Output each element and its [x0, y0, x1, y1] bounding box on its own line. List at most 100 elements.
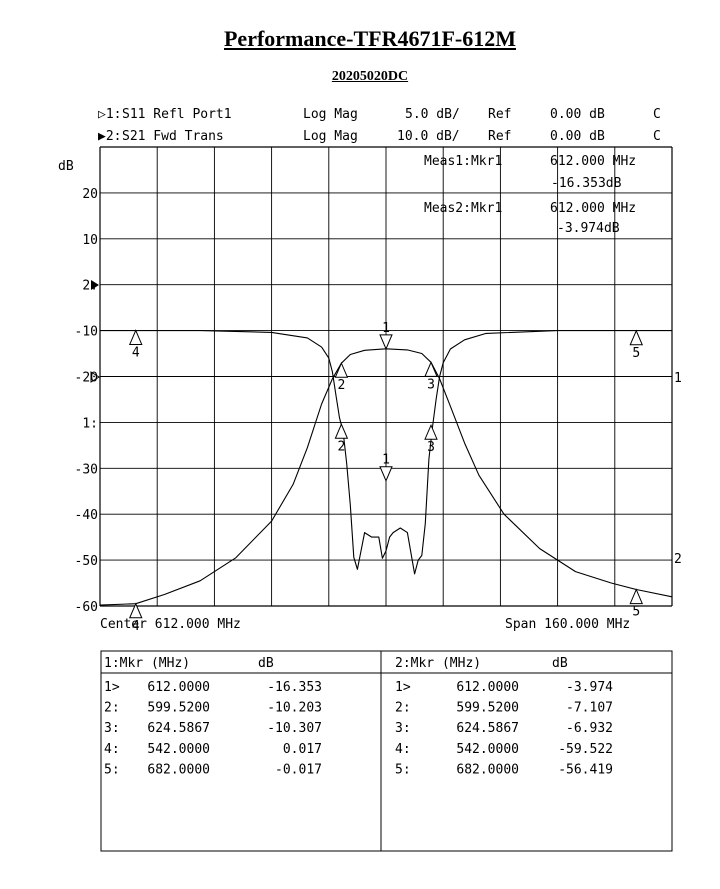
trace-2-end-label: 2: [674, 552, 682, 567]
marker-1-trace-1: 1: [379, 453, 393, 482]
channel-1-desc: S11 Refl Port1: [122, 107, 232, 122]
marker-4-trace-1: 4: [128, 329, 143, 360]
right-table-header-freq: 2:Mkr (MHz): [395, 656, 481, 671]
marker-number: 5: [632, 605, 640, 620]
row-freq: 542.0000: [456, 742, 519, 757]
left-table-row: 5: 682.0000 -0.017: [104, 762, 322, 777]
plot-grid: [99, 146, 673, 607]
channel-2-desc: S21 Fwd Trans: [122, 129, 224, 144]
row-db: 0.017: [283, 742, 322, 757]
row-db: -10.307: [267, 721, 322, 736]
meas-2-value: -3.974dB: [557, 221, 620, 236]
meas-1-label: Meas1:Mkr1: [424, 154, 502, 169]
channel-2-scale: 10.0 dB/: [397, 129, 460, 144]
row-db: -7.107: [566, 701, 613, 716]
left-table-row: 3: 624.5867 -10.307: [104, 721, 322, 736]
row-marker: 5:: [104, 762, 120, 777]
left-table-row: 2: 599.5200 -10.203: [104, 701, 322, 716]
row-marker: 1>: [395, 680, 411, 695]
marker-table: 1:Mkr (MHz) dB 2:Mkr (MHz) dB 1> 612.0000…: [100, 650, 673, 852]
row-freq: 599.5200: [456, 701, 519, 716]
row-marker: 3:: [395, 721, 411, 736]
marker-2-trace-1: 2: [334, 422, 349, 454]
date-code: 20205020DC: [331, 69, 409, 84]
markers: 1 2 3 4 5 1 2 3 4 5: [128, 321, 644, 634]
y-unit-label: dB: [58, 159, 74, 174]
marker-3-trace-2: 3: [424, 361, 438, 392]
row-freq: 682.0000: [456, 762, 519, 777]
marker-2-trace-2: 2: [334, 361, 349, 393]
row-freq: 682.0000: [147, 762, 210, 777]
right-table-row: 5: 682.0000 -56.419: [395, 762, 613, 777]
marker-triangle: [128, 329, 143, 345]
marker-number: 4: [132, 345, 140, 360]
marker-number: 2: [337, 378, 345, 393]
row-db: -56.419: [558, 762, 613, 777]
marker-5-trace-1: 5: [629, 329, 644, 361]
channel-1-prefix: ▷1:: [98, 107, 121, 122]
meas-1-freq: 612.000 MHz: [550, 154, 636, 169]
row-freq: 624.5867: [147, 721, 210, 736]
marker-number: 5: [632, 346, 640, 361]
row-marker: 5:: [395, 762, 411, 777]
right-table-row: 1> 612.0000 -3.974: [395, 680, 613, 695]
trace-1-end-label: 1: [674, 371, 682, 386]
marker-table-frame: [100, 650, 673, 852]
row-marker: 4:: [104, 742, 120, 757]
channel-2-format: Log Mag: [303, 129, 358, 144]
marker-triangle: [334, 361, 349, 378]
left-table-header-freq: 1:Mkr (MHz): [104, 656, 190, 671]
marker-triangle: [629, 588, 644, 605]
row-freq: 612.0000: [147, 680, 210, 695]
row-db: -59.522: [558, 742, 613, 757]
row-marker: 4:: [395, 742, 411, 757]
channel-1-scale: 5.0 dB/: [405, 107, 460, 122]
channel-2-prefix: ▶2:: [98, 129, 121, 144]
marker-table-rows: 1> 612.0000 -16.353 2: 599.5200 -10.203 3: 624.…: [104, 680, 613, 777]
marker-4-trace-2: 4: [128, 602, 143, 634]
meas-2-readout: Meas2:Mkr1 612.000 MHz -3.974dB: [424, 201, 636, 236]
marker-triangle: [334, 422, 349, 439]
trace-1-line: [100, 330, 672, 575]
y-tick-label: -10: [75, 325, 98, 340]
meas-1-value: -16.353dB: [551, 176, 622, 191]
center-frequency: Center 612.000 MHz: [100, 617, 241, 632]
marker-triangle: [424, 361, 438, 377]
marker-1-trace-2: 1: [379, 321, 393, 351]
channel-1-ref-value: 0.00 dB: [550, 107, 605, 122]
marker-number: 3: [427, 377, 435, 392]
channel-1-format: Log Mag: [303, 107, 358, 122]
marker-triangle: [629, 329, 644, 346]
row-db: -3.974: [566, 680, 613, 695]
row-marker: 2:: [395, 701, 411, 716]
channel-1-header: ▷1: S11 Refl Port1 Log Mag 5.0 dB/ Ref 0…: [98, 107, 661, 122]
marker-3-trace-1: 3: [424, 423, 438, 455]
channel-1-ref-label: Ref: [488, 107, 511, 122]
right-table-row: 4: 542.0000 -59.522: [395, 742, 613, 757]
row-freq: 599.5200: [147, 701, 210, 716]
left-table-row: 1> 612.0000 -16.353: [104, 680, 322, 695]
marker-number: 4: [132, 619, 140, 634]
right-table-row: 2: 599.5200 -7.107: [395, 701, 613, 716]
row-freq: 624.5867: [456, 721, 519, 736]
y-tick-label: -20: [75, 371, 98, 386]
marker-number: 1: [382, 453, 390, 468]
y-tick-label: -30: [75, 462, 98, 477]
y-tick-label: 1:: [82, 416, 98, 431]
marker-number: 2: [337, 439, 345, 454]
channel-1-flag: C: [653, 107, 661, 122]
channel-2-header: ▶2: S21 Fwd Trans Log Mag 10.0 dB/ Ref 0…: [98, 129, 661, 144]
row-marker: 2:: [104, 701, 120, 716]
channel-1-ref-arrow: [90, 371, 100, 383]
right-table-header-db: dB: [552, 656, 568, 671]
meas-2-freq: 612.000 MHz: [550, 201, 636, 216]
right-table-row: 3: 624.5867 -6.932: [395, 721, 613, 736]
channel-2-ref-value: 0.00 dB: [550, 129, 605, 144]
marker-triangle: [128, 602, 143, 619]
span-frequency: Span 160.000 MHz: [505, 617, 630, 632]
meas-1-readout: Meas1:Mkr1 612.000 MHz -16.353dB: [424, 154, 636, 191]
left-table-header-db: dB: [258, 656, 274, 671]
row-marker: 3:: [104, 721, 120, 736]
row-db: -16.353: [267, 680, 322, 695]
